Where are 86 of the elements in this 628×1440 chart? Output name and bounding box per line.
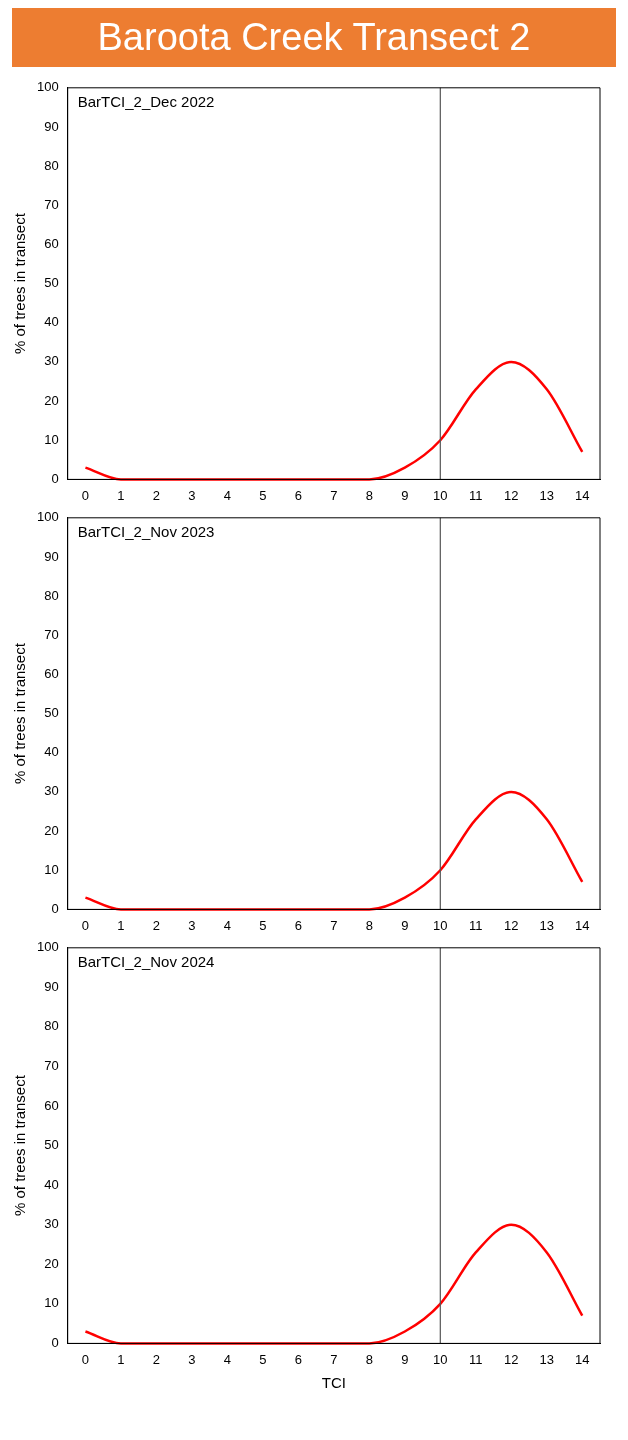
x-tick-label: 13	[539, 917, 554, 933]
x-tick-label: 14	[575, 487, 590, 503]
x-tick-label: 2	[152, 917, 161, 933]
x-tick-label: 8	[365, 1351, 373, 1367]
y-tick-label: 0	[51, 470, 59, 486]
annotation: BarTCI_2_Nov 2023	[77, 523, 215, 541]
x-tick-label: 7	[330, 487, 338, 503]
annotation: BarTCI_2_Nov 2024	[77, 953, 215, 971]
y-tick-label: 50	[44, 705, 59, 721]
x-tick-label: 1	[117, 487, 125, 503]
y-tick-label: 70	[44, 626, 59, 642]
x-tick-label: 10	[433, 917, 448, 933]
x-tick-label: 12	[504, 1351, 519, 1367]
y-tick-label: 90	[44, 118, 59, 134]
x-tick-label: 3	[188, 487, 196, 503]
x-tick-label: 2	[152, 487, 161, 503]
y-tick-label: 90	[44, 548, 59, 564]
y-tick-label: 80	[44, 1018, 59, 1034]
x-tick-label: 7	[330, 917, 338, 933]
y-tick-label: 60	[44, 666, 59, 682]
y-tick-label: 70	[44, 196, 59, 212]
x-tick-label: 4	[223, 917, 231, 933]
y-tick-label: 40	[44, 744, 59, 760]
y-tick-label: 100	[36, 939, 59, 955]
y-tick-label: 90	[44, 978, 59, 994]
y-tick-label: 10	[44, 1295, 59, 1311]
x-tick-label: 14	[575, 1351, 590, 1367]
y-axis-title: % of trees in transect	[11, 642, 29, 785]
x-tick-label: 0	[81, 1351, 90, 1367]
x-tick-label: 3	[188, 1351, 196, 1367]
y-tick-label: 30	[44, 353, 59, 369]
x-tick-label: 4	[223, 487, 231, 503]
x-tick-label: 11	[469, 487, 483, 503]
x-tick-label: 1	[117, 917, 125, 933]
y-tick-label: 10	[44, 861, 59, 877]
x-tick-label: 5	[259, 1351, 267, 1367]
y-tick-label: 60	[44, 1097, 59, 1113]
y-tick-label: 70	[44, 1058, 59, 1074]
y-tick-label: 30	[44, 1216, 59, 1232]
x-tick-label: 10	[433, 487, 448, 503]
y-tick-label: 0	[51, 900, 59, 916]
y-tick-label: 40	[44, 1176, 59, 1192]
y-tick-label: 20	[44, 392, 59, 408]
x-tick-label: 4	[223, 1351, 231, 1367]
x-tick-label: 14	[575, 917, 590, 933]
x-tick-label: 12	[504, 487, 519, 503]
x-tick-label: 6	[294, 487, 302, 503]
x-tick-label: 7	[330, 1351, 338, 1367]
x-tick-label: 1	[117, 1351, 125, 1367]
x-tick-label: 12	[504, 917, 519, 933]
x-tick-label: 5	[259, 917, 267, 933]
x-tick-label: 9	[401, 917, 409, 933]
y-tick-label: 80	[44, 157, 59, 173]
y-tick-label: 100	[36, 79, 59, 95]
y-tick-label: 10	[44, 431, 59, 447]
x-tick-label: 8	[365, 917, 373, 933]
y-tick-label: 50	[44, 1137, 59, 1153]
annotation: BarTCI_2_Dec 2022	[77, 93, 215, 111]
y-axis-title: % of trees in transect	[11, 1074, 29, 1217]
y-axis-title: % of trees in transect	[11, 212, 29, 355]
y-tick-label: 40	[44, 314, 59, 330]
x-tick-label: 9	[401, 1351, 409, 1367]
y-tick-label: 0	[51, 1334, 59, 1350]
x-tick-label: 8	[365, 487, 373, 503]
y-tick-label: 20	[44, 822, 59, 838]
x-tick-label: 2	[152, 1351, 161, 1367]
x-tick-label: 13	[539, 487, 554, 503]
x-tick-label: 9	[401, 487, 409, 503]
x-tick-label: 6	[294, 917, 302, 933]
x-tick-label: 5	[259, 487, 267, 503]
y-tick-label: 50	[44, 275, 59, 291]
x-tick-label: 10	[433, 1351, 448, 1367]
x-tick-label: 13	[539, 1351, 554, 1367]
x-tick-label: 6	[294, 1351, 302, 1367]
y-tick-label: 60	[44, 236, 59, 252]
x-tick-label: 0	[81, 917, 90, 933]
x-axis-title: TCI	[321, 1374, 346, 1392]
x-tick-label: 11	[469, 1351, 483, 1367]
y-tick-label: 100	[36, 509, 59, 525]
x-tick-label: 0	[81, 487, 90, 503]
x-tick-label: 3	[188, 917, 196, 933]
chart-title: Baroota Creek Transect 2	[12, 8, 616, 67]
x-tick-label: 11	[469, 917, 483, 933]
y-tick-label: 80	[44, 587, 59, 603]
y-tick-label: 30	[44, 783, 59, 799]
y-tick-label: 20	[44, 1255, 59, 1271]
